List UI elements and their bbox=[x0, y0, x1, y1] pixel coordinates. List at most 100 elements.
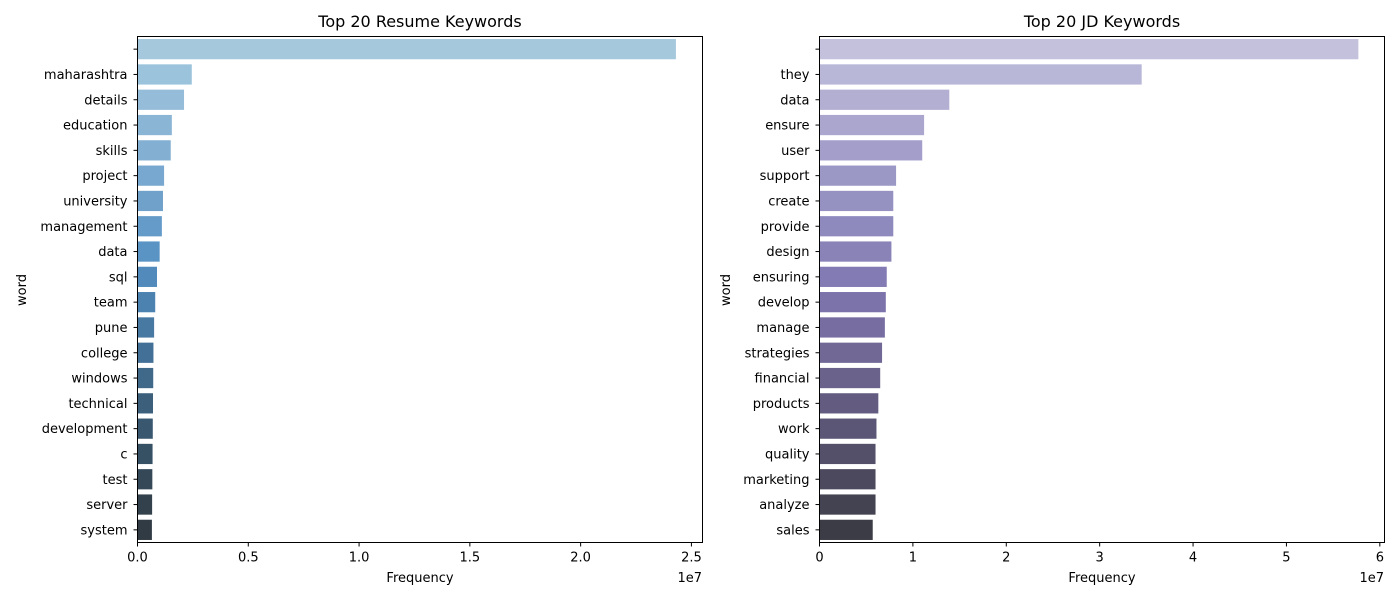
resume-x-tick-label: 2.0 bbox=[570, 551, 591, 566]
jd-y-tick-label: analyze bbox=[759, 498, 809, 513]
resume-y-tick-label: project bbox=[82, 169, 127, 184]
resume-y-tick-label: maharashtra bbox=[44, 68, 128, 83]
resume-bar bbox=[137, 114, 172, 136]
jd-y-tick-label: user bbox=[781, 144, 810, 159]
jd-y-tick-label: data bbox=[780, 93, 809, 108]
jd-bar bbox=[819, 393, 879, 414]
jd-bar bbox=[819, 140, 923, 161]
jd-y-tick-label: marketing bbox=[743, 473, 809, 488]
jd-x-ticks: 0 1 2 3 4 5 6 bbox=[815, 542, 1384, 566]
jd-bar bbox=[819, 443, 876, 465]
resume-y-tick-label: development bbox=[42, 422, 128, 437]
resume-y-tick-label: team bbox=[94, 296, 128, 311]
resume-y-tick-label: education bbox=[63, 119, 128, 134]
jd-bar bbox=[819, 241, 892, 262]
jd-x-tick-label: 1 bbox=[909, 551, 917, 566]
jd-y-tick-label: support bbox=[760, 169, 810, 184]
resume-y-tick-label: server bbox=[86, 498, 128, 513]
jd-bar bbox=[819, 317, 885, 338]
resume-x-tick-label: 0.0 bbox=[127, 551, 148, 566]
resume-x-axis-label: Frequency bbox=[386, 571, 453, 586]
jd-y-tick-label: develop bbox=[758, 296, 810, 311]
jd-y-tick-label: quality bbox=[765, 447, 810, 462]
jd-bar bbox=[819, 519, 873, 540]
jd-y-tick-label: work bbox=[778, 422, 810, 437]
jd-x-tick-label: 4 bbox=[1189, 551, 1197, 566]
resume-bar bbox=[137, 469, 153, 490]
jd-y-tick-label: financial bbox=[755, 372, 810, 387]
jd-x-tick-label: 5 bbox=[1282, 551, 1290, 566]
jd-y-tick-label: ensuring bbox=[753, 270, 810, 285]
resume-bar bbox=[137, 165, 165, 186]
resume-y-tick-label: college bbox=[81, 346, 128, 361]
resume-bar bbox=[137, 266, 157, 287]
jd-y-tick-label: manage bbox=[756, 321, 809, 336]
resume-y-tick-label: university bbox=[63, 194, 128, 209]
resume-y-tick-label: management bbox=[40, 220, 127, 235]
resume-x-tick-label: 1.0 bbox=[349, 551, 370, 566]
resume-bar bbox=[137, 190, 163, 212]
jd-y-ticks: they data ensure user support create provide de… bbox=[743, 48, 820, 538]
jd-y-tick-label: products bbox=[753, 397, 810, 412]
resume-y-tick-label: technical bbox=[68, 397, 127, 412]
jd-bar bbox=[819, 114, 925, 136]
resume-bar bbox=[137, 342, 154, 363]
jd-bars bbox=[819, 39, 1359, 540]
resume-y-tick-label: details bbox=[84, 93, 128, 108]
resume-bar bbox=[137, 241, 160, 262]
jd-bar bbox=[819, 165, 897, 186]
resume-bar bbox=[137, 418, 153, 439]
resume-bar bbox=[137, 64, 192, 85]
resume-keywords-chart: Top 20 Resume Keywords maharashtra detail… bbox=[15, 12, 703, 586]
jd-x-tick-label: 2 bbox=[1002, 551, 1010, 566]
resume-bar bbox=[137, 216, 162, 237]
resume-bar bbox=[137, 292, 156, 313]
jd-plot-frame bbox=[819, 36, 1385, 543]
jd-bar bbox=[819, 89, 950, 110]
resume-x-tick-label: 2.5 bbox=[681, 551, 702, 566]
resume-y-tick-label: pune bbox=[95, 321, 128, 336]
resume-plot-frame bbox=[137, 36, 703, 543]
resume-x-ticks: 0.0 0.5 1.0 1.5 2.0 2.5 bbox=[127, 542, 702, 566]
jd-x-tick-label: 3 bbox=[1096, 551, 1104, 566]
jd-chart-title: Top 20 JD Keywords bbox=[1023, 12, 1180, 31]
resume-bar bbox=[137, 519, 152, 540]
resume-bar bbox=[137, 39, 676, 60]
jd-y-axis-label: word bbox=[719, 274, 734, 306]
resume-y-tick-label: data bbox=[98, 245, 127, 260]
resume-y-tick-label: windows bbox=[71, 372, 127, 387]
jd-y-tick-label: provide bbox=[761, 220, 810, 235]
resume-bar bbox=[137, 443, 153, 465]
jd-y-tick-label: design bbox=[766, 245, 809, 260]
jd-bar bbox=[819, 39, 1359, 60]
jd-y-tick-label: ensure bbox=[765, 119, 809, 134]
jd-y-tick-label: sales bbox=[776, 523, 809, 538]
resume-y-tick-label: sql bbox=[109, 270, 128, 285]
jd-bar bbox=[819, 292, 886, 313]
jd-bar bbox=[819, 494, 876, 515]
resume-x-tick-label: 0.5 bbox=[238, 551, 259, 566]
jd-y-tick-label: strategies bbox=[745, 346, 810, 361]
resume-bars bbox=[137, 39, 676, 540]
jd-x-tick-label: 6 bbox=[1376, 551, 1384, 566]
jd-x-axis-label: Frequency bbox=[1068, 571, 1135, 586]
resume-y-axis-label: word bbox=[15, 274, 30, 306]
jd-bar bbox=[819, 266, 887, 287]
resume-bar bbox=[137, 494, 153, 515]
jd-bar bbox=[819, 469, 876, 490]
resume-y-tick-label: c bbox=[120, 447, 127, 462]
resume-chart-title: Top 20 Resume Keywords bbox=[317, 12, 521, 31]
jd-bar bbox=[819, 367, 881, 389]
jd-bar bbox=[819, 216, 894, 237]
resume-bar bbox=[137, 89, 185, 110]
resume-x-tick-label: 1.5 bbox=[460, 551, 481, 566]
jd-x-tick-label: 0 bbox=[815, 551, 823, 566]
jd-bar bbox=[819, 190, 894, 212]
resume-y-tick-label: system bbox=[81, 523, 128, 538]
jd-bar bbox=[819, 418, 877, 439]
jd-bar bbox=[819, 64, 1142, 85]
resume-bar bbox=[137, 367, 154, 389]
resume-y-tick-label: skills bbox=[96, 144, 128, 159]
resume-bar bbox=[137, 140, 171, 161]
